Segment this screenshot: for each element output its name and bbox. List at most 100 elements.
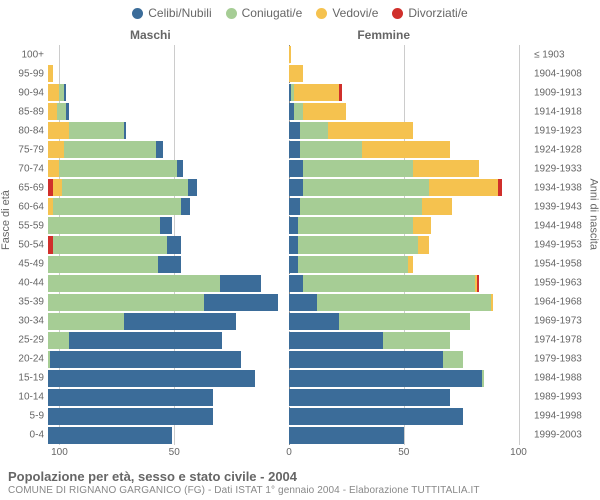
female-bar <box>289 103 530 120</box>
birth-year-label: 1914-1918 <box>530 106 582 117</box>
x-tick-label: 0 <box>286 447 292 458</box>
bar-segment-celibi <box>289 198 300 215</box>
male-bar <box>48 160 289 177</box>
bar-segment-coniugati <box>300 141 362 158</box>
bar-segment-coniugati <box>57 103 66 120</box>
legend-item: Coniugati/e <box>226 6 303 20</box>
legend-label: Vedovi/e <box>332 6 378 20</box>
birth-year-label: 1969-1973 <box>530 316 582 327</box>
birth-year-label: 1994-1998 <box>530 411 582 422</box>
age-label: 30-34 <box>18 316 48 327</box>
plot-area: 100+≤ 190395-991904-190890-941909-191385… <box>48 45 530 445</box>
male-bar <box>48 84 289 101</box>
bar-segment-celibi <box>66 103 68 120</box>
bar-segment-celibi <box>64 84 66 101</box>
bar-segment-coniugati <box>300 122 328 139</box>
female-bar <box>289 84 530 101</box>
bar-segment-celibi <box>156 141 163 158</box>
age-label: 40-44 <box>18 278 48 289</box>
female-bar <box>289 46 530 63</box>
bar-segment-celibi <box>289 389 450 406</box>
bar-segment-coniugati <box>303 160 413 177</box>
bar-segment-coniugati <box>482 370 484 387</box>
pyramid-row: 65-691934-1938 <box>48 178 530 197</box>
age-label: 60-64 <box>18 201 48 212</box>
male-bar <box>48 408 289 425</box>
birth-year-label: 1954-1958 <box>530 259 582 270</box>
legend-swatch <box>392 8 403 19</box>
bar-segment-coniugati <box>298 256 408 273</box>
birth-year-label: 1929-1933 <box>530 163 582 174</box>
pyramid-row: 10-141989-1993 <box>48 388 530 407</box>
legend-label: Celibi/Nubili <box>148 6 211 20</box>
bar-segment-vedovi <box>294 84 340 101</box>
pyramid-row: 85-891914-1918 <box>48 102 530 121</box>
pyramid-row: 70-741929-1933 <box>48 159 530 178</box>
birth-year-label: 1974-1978 <box>530 335 582 346</box>
female-bar <box>289 351 530 368</box>
bar-segment-coniugati <box>48 332 69 349</box>
bar-segment-coniugati <box>48 256 158 273</box>
bar-segment-celibi <box>289 217 298 234</box>
pyramid-row: 45-491954-1958 <box>48 255 530 274</box>
bar-segment-vedovi <box>413 217 431 234</box>
age-label: 80-84 <box>18 125 48 136</box>
pyramid-row: 60-641939-1943 <box>48 197 530 216</box>
female-bar <box>289 370 530 387</box>
bar-segment-vedovi <box>362 141 449 158</box>
female-bar <box>289 332 530 349</box>
pyramid-row: 35-391964-1968 <box>48 293 530 312</box>
bar-segment-celibi <box>158 256 181 273</box>
bar-segment-coniugati <box>383 332 450 349</box>
bar-segment-celibi <box>289 332 383 349</box>
age-label: 35-39 <box>18 297 48 308</box>
legend-swatch <box>226 8 237 19</box>
age-label: 10-14 <box>18 392 48 403</box>
bar-segment-vedovi <box>418 236 429 253</box>
pyramid-row: 40-441959-1963 <box>48 274 530 293</box>
legend: Celibi/Nubili Coniugati/e Vedovi/e Divorzia… <box>0 0 600 20</box>
female-bar <box>289 236 530 253</box>
female-bar <box>289 122 530 139</box>
legend-swatch <box>316 8 327 19</box>
bar-segment-vedovi <box>48 160 59 177</box>
bar-segment-celibi <box>48 408 213 425</box>
bar-segment-vedovi <box>48 103 57 120</box>
birth-year-label: 1999-2003 <box>530 430 582 441</box>
male-bar <box>48 103 289 120</box>
age-label: 95-99 <box>18 68 48 79</box>
legend-item: Divorziati/e <box>392 6 467 20</box>
legend-item: Vedovi/e <box>316 6 378 20</box>
bar-segment-coniugati <box>48 275 220 292</box>
y-axis-right-title: Anni di nascita <box>588 178 600 250</box>
female-bar <box>289 65 530 82</box>
age-label: 15-19 <box>18 373 48 384</box>
bar-segment-celibi <box>167 236 181 253</box>
x-axis-labels: 10050050100 <box>48 445 530 459</box>
bar-segment-coniugati <box>303 275 475 292</box>
female-bar <box>289 179 530 196</box>
bar-segment-celibi <box>160 217 171 234</box>
female-bar <box>289 389 530 406</box>
bar-segment-coniugati <box>53 198 182 215</box>
bar-segment-celibi <box>289 256 298 273</box>
bar-segment-vedovi <box>289 65 303 82</box>
male-bar <box>48 141 289 158</box>
legend-label: Divorziati/e <box>408 6 467 20</box>
bar-segment-coniugati <box>69 122 124 139</box>
legend-item: Celibi/Nubili <box>132 6 211 20</box>
bar-segment-coniugati <box>317 294 491 311</box>
female-bar <box>289 408 530 425</box>
birth-year-label: 1979-1983 <box>530 354 582 365</box>
male-bar <box>48 351 289 368</box>
bar-segment-coniugati <box>48 294 204 311</box>
bar-segment-divorziati <box>339 84 341 101</box>
birth-year-label: 1984-1988 <box>530 373 582 384</box>
female-bar <box>289 198 530 215</box>
birth-year-label: 1959-1963 <box>530 278 582 289</box>
bar-segment-divorziati <box>498 179 503 196</box>
bar-segment-celibi <box>188 179 197 196</box>
bar-segment-vedovi <box>408 256 413 273</box>
bar-segment-vedovi <box>289 46 291 63</box>
pyramid-row: 15-191984-1988 <box>48 369 530 388</box>
